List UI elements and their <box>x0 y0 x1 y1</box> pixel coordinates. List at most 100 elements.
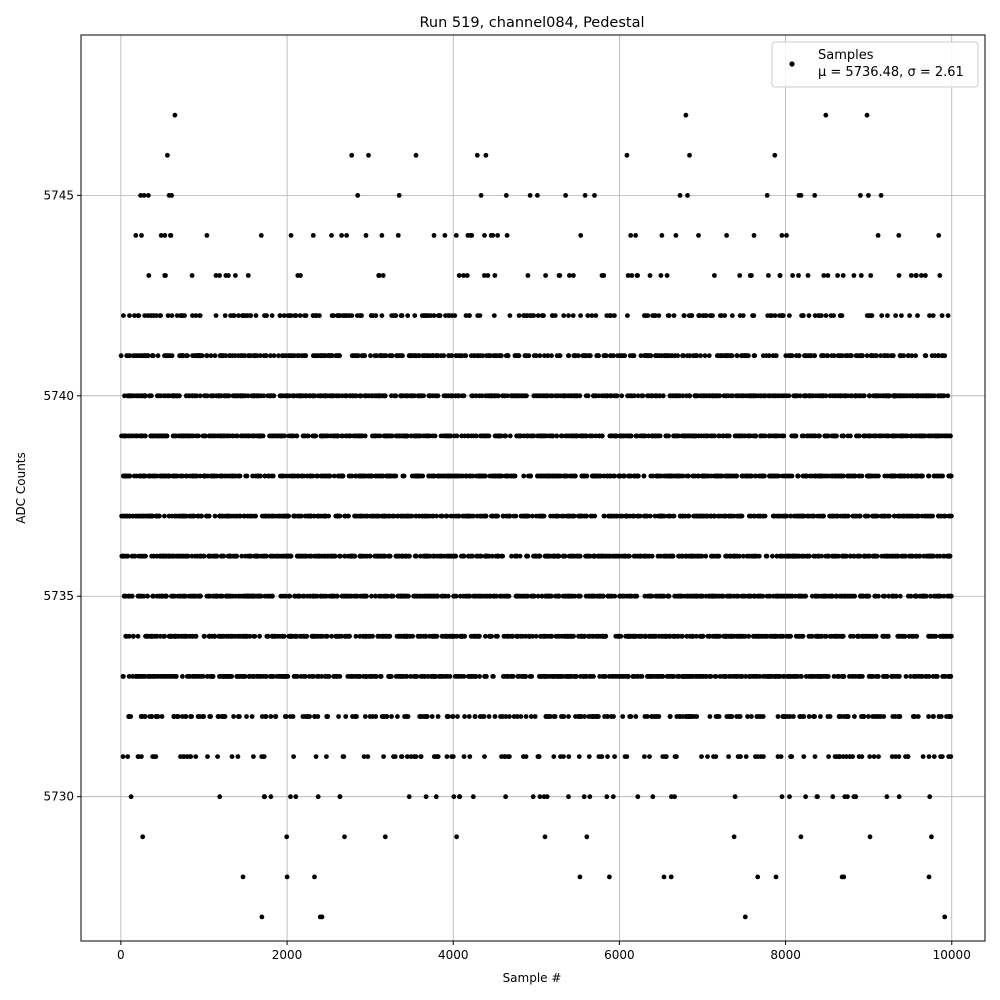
data-point <box>564 513 569 519</box>
data-point <box>401 633 407 639</box>
data-point <box>288 714 293 719</box>
data-point <box>668 874 674 880</box>
data-point <box>457 794 463 800</box>
data-point <box>477 674 482 679</box>
data-point <box>181 553 186 559</box>
data-point <box>375 553 381 559</box>
data-point <box>670 553 675 559</box>
data-point <box>631 513 637 519</box>
data-point <box>291 674 297 679</box>
data-point <box>937 473 943 479</box>
data-point <box>382 513 388 519</box>
data-point <box>492 714 498 719</box>
data-point <box>926 714 931 719</box>
data-point <box>899 513 905 519</box>
data-point <box>206 513 212 519</box>
data-point <box>336 553 342 559</box>
data-point <box>299 473 304 479</box>
data-point <box>663 754 669 759</box>
data-point <box>927 553 933 559</box>
data-point <box>382 834 388 840</box>
data-point <box>845 513 851 519</box>
data-point <box>936 513 941 519</box>
data-point <box>259 914 265 920</box>
data-point <box>378 674 384 679</box>
data-point <box>686 714 691 719</box>
data-point <box>336 714 341 719</box>
data-point <box>317 553 322 559</box>
data-point <box>621 674 627 679</box>
data-point <box>183 473 189 479</box>
data-point <box>569 553 575 559</box>
data-point <box>515 633 520 639</box>
data-point <box>489 553 495 559</box>
data-point <box>873 433 878 439</box>
data-point <box>367 553 373 559</box>
data-point <box>324 633 330 639</box>
data-point <box>892 473 898 479</box>
data-point <box>541 674 547 679</box>
data-point <box>359 593 365 599</box>
data-point <box>639 633 644 639</box>
data-point <box>876 593 881 599</box>
data-point <box>275 633 281 639</box>
data-point <box>444 513 450 519</box>
data-point <box>606 674 612 679</box>
data-point <box>152 633 158 639</box>
data-point <box>444 754 450 759</box>
data-point <box>410 633 415 639</box>
data-point <box>340 433 345 439</box>
data-point <box>200 714 206 719</box>
data-point <box>291 473 297 479</box>
data-point <box>741 553 746 559</box>
data-point <box>314 674 320 679</box>
data-point <box>769 473 775 479</box>
data-point <box>874 714 879 719</box>
data-point <box>777 553 783 559</box>
data-point <box>181 513 187 519</box>
data-point <box>793 433 799 439</box>
data-point <box>266 513 271 519</box>
data-point <box>284 834 290 840</box>
data-point <box>926 874 932 880</box>
data-point <box>369 393 374 399</box>
data-point <box>388 593 394 599</box>
data-point <box>544 393 549 399</box>
data-point <box>270 433 275 439</box>
data-point <box>657 674 663 679</box>
data-point <box>207 714 213 719</box>
data-point <box>212 633 218 639</box>
data-point <box>821 593 827 599</box>
data-point <box>830 794 836 800</box>
data-point <box>224 593 229 599</box>
data-point <box>590 553 596 559</box>
data-point <box>897 593 903 599</box>
data-point <box>340 754 346 759</box>
data-point <box>139 553 145 559</box>
data-point <box>679 553 685 559</box>
data-point <box>269 593 275 599</box>
data-point <box>266 473 271 479</box>
data-point <box>521 754 526 759</box>
data-point <box>397 593 402 599</box>
data-point <box>938 714 944 719</box>
data-point <box>627 714 633 719</box>
data-point <box>372 593 378 599</box>
data-point <box>429 674 435 679</box>
data-point <box>251 754 256 759</box>
data-point <box>584 513 590 519</box>
data-point <box>183 714 189 719</box>
data-point <box>170 433 176 439</box>
data-point <box>210 553 216 559</box>
data-point <box>905 754 911 759</box>
data-point <box>539 593 545 599</box>
data-point <box>829 593 835 599</box>
data-point <box>838 714 844 719</box>
data-point <box>553 593 558 599</box>
data-point <box>411 473 417 479</box>
data-point <box>444 714 450 719</box>
data-point <box>450 714 456 719</box>
data-point <box>723 393 729 399</box>
data-point <box>501 633 507 639</box>
data-point <box>207 633 212 639</box>
